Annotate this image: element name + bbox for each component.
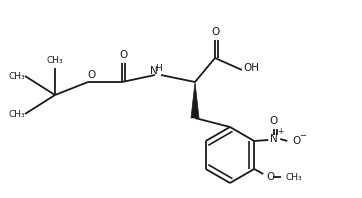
Text: +: + [277,128,283,136]
Text: OH: OH [243,63,259,73]
Text: N: N [150,66,158,76]
Text: O: O [266,172,274,182]
Text: CH₃: CH₃ [47,55,63,65]
Polygon shape [191,82,199,118]
Text: O: O [212,27,220,37]
Text: O: O [119,50,127,60]
Text: CH₃: CH₃ [8,109,25,118]
Text: −: − [299,131,306,141]
Text: CH₃: CH₃ [8,71,25,81]
Text: H: H [156,64,163,72]
Text: N: N [270,134,278,144]
Text: CH₃: CH₃ [286,172,303,182]
Text: O: O [292,136,300,146]
Text: O: O [269,116,277,126]
Text: O: O [88,70,96,80]
